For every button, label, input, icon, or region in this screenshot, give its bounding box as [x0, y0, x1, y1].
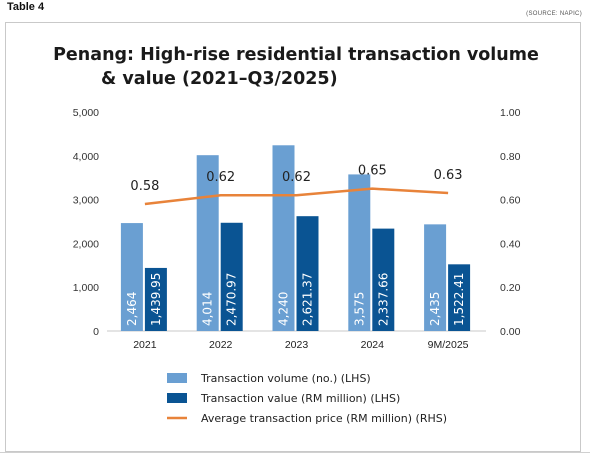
legend-swatch [167, 393, 187, 403]
x-tick-label: 9M/2025 [428, 339, 469, 351]
y-right-tick-label: 1.00 [500, 107, 521, 119]
x-tick-label: 2021 [133, 339, 157, 351]
y-left-tick-label: 1,000 [73, 282, 99, 294]
bar-value [372, 228, 395, 331]
y-left-tick-label: 0 [93, 326, 99, 338]
y-right-tick-label: 0.60 [500, 195, 521, 207]
line-data-label: 0.62 [282, 170, 311, 185]
bar-data-label: 4,014 [201, 292, 215, 326]
bar-value [448, 264, 471, 331]
y-left-tick-label: 3,000 [73, 195, 99, 207]
table-label: Table 4 [7, 1, 45, 13]
legend-label: Transaction value (RM million) (LHS) [200, 392, 400, 405]
bar-value [296, 216, 319, 331]
legend-swatch [167, 373, 187, 383]
bar-data-label: 3,575 [352, 292, 366, 326]
line-data-label: 0.65 [358, 164, 387, 179]
bar-data-label: 4,240 [277, 292, 291, 326]
x-tick-label: 2022 [209, 339, 233, 351]
plot-area: 0 1,000 2,000 3,000 4,000 5,000 0.00 0.20 0.40 0.… [73, 107, 521, 351]
bar-data-label: 2,464 [125, 292, 139, 326]
y-right-tick-label: 0.20 [500, 282, 521, 294]
y-left-tick-label: 5,000 [73, 107, 99, 119]
bar-data-label: 2,337.66 [376, 273, 390, 326]
chart-title-line-2: & value (2021–Q3/2025) [101, 69, 338, 89]
legend-label: Average transaction price (RM million) (… [201, 412, 447, 425]
legend-label: Transaction volume (no.) (LHS) [200, 372, 371, 385]
bottom-rule [0, 452, 590, 453]
line-data-label: 0.63 [434, 168, 463, 183]
y-left-tick-label: 2,000 [73, 238, 99, 250]
legend: Transaction volume (no.) (LHS) Transactio… [167, 372, 447, 425]
bar-value [220, 222, 243, 331]
bar-volume [120, 223, 143, 331]
y-right-tick-label: 0.80 [500, 151, 521, 163]
bar-data-label: 2,435 [428, 292, 442, 326]
x-tick-label: 2023 [285, 339, 309, 351]
y-right-tick-label: 0.00 [500, 326, 521, 338]
bar-data-label: 2,621.37 [301, 273, 315, 326]
x-tick-label: 2024 [361, 339, 385, 351]
bar-volume [424, 224, 447, 331]
chart-title-line-1: Penang: High-rise residential transactio… [53, 45, 539, 65]
line-data-label: 0.62 [206, 170, 235, 185]
line-data-label: 0.58 [130, 179, 159, 194]
bar-value [144, 267, 167, 331]
bar-volume [348, 174, 371, 331]
bar-volume [196, 155, 219, 331]
bar-data-label: 1,439.95 [149, 273, 163, 326]
bar-data-label: 2,470.97 [225, 273, 239, 326]
line-average-price [144, 187, 449, 206]
bar-volume [272, 145, 295, 331]
source-label: (SOURCE: NAPIC) [526, 11, 582, 17]
bar-data-label: 1,522.41 [452, 273, 466, 326]
chart-frame [5, 22, 581, 452]
y-right-tick-label: 0.40 [500, 238, 521, 250]
y-left-tick-label: 4,000 [73, 151, 99, 163]
